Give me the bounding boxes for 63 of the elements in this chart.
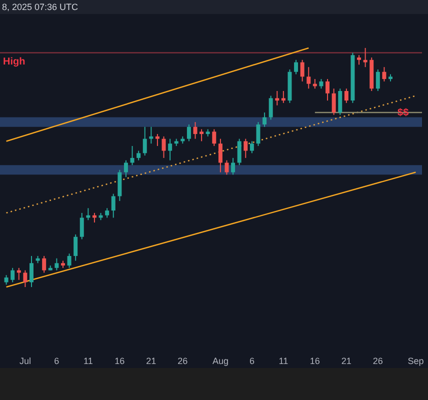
candlestick	[250, 140, 254, 154]
candlestick	[231, 157, 236, 176]
candlestick	[168, 138, 172, 161]
candlestick	[306, 66, 311, 90]
candlestick	[344, 88, 348, 104]
candlestick	[74, 234, 78, 262]
candlestick	[200, 128, 204, 142]
candlestick	[382, 66, 386, 82]
candlestick	[193, 122, 198, 140]
candlestick	[80, 212, 84, 240]
candlestick	[23, 270, 28, 288]
candlestick	[338, 88, 342, 116]
candlestick	[363, 47, 368, 68]
candlestick	[105, 208, 110, 218]
candlestick	[149, 126, 154, 144]
candlestick	[4, 274, 8, 286]
candlestick	[237, 138, 242, 166]
candlestick	[294, 59, 298, 75]
x-tick-label: 6	[54, 356, 60, 366]
x-tick-label: Sep	[408, 356, 424, 366]
candlestick	[186, 124, 191, 142]
x-tick-label: 21	[341, 356, 352, 366]
candlestick	[256, 122, 260, 146]
x-tick-label: 16	[310, 356, 320, 366]
candlestick	[118, 169, 122, 202]
candlestick	[244, 138, 248, 158]
candlestick	[326, 78, 330, 102]
candlestick	[224, 160, 229, 176]
candlestick	[29, 255, 34, 288]
x-tick-label: 11	[278, 356, 288, 366]
x-tick-label: Aug	[212, 356, 228, 366]
candlestick	[262, 112, 267, 128]
x-tick-label: 6	[249, 356, 254, 366]
candlestick	[42, 255, 46, 274]
candlestick	[268, 95, 273, 120]
x-tick-label: Jul	[19, 356, 31, 366]
candlestick	[319, 78, 324, 90]
candlestick	[67, 253, 72, 268]
x-tick-label: 21	[146, 356, 156, 366]
candlestick	[275, 90, 280, 106]
candlestick	[300, 59, 304, 82]
x-tick-label: 16	[114, 356, 125, 366]
candlestick	[155, 134, 160, 146]
candlestick	[281, 90, 286, 104]
candlestick	[332, 88, 336, 116]
candlestick	[130, 145, 134, 166]
annotation: $$	[398, 108, 410, 119]
x-tick-label: 26	[178, 356, 188, 366]
candlestick	[212, 128, 216, 146]
ref-line-label: High	[3, 56, 26, 68]
x-tick-label: 11	[84, 356, 93, 366]
candlestick	[111, 193, 116, 218]
candlestick	[218, 138, 222, 173]
candlestick	[376, 68, 380, 92]
candlestick	[136, 150, 141, 161]
candlestick	[357, 54, 362, 66]
candlestick	[124, 160, 128, 178]
candlestick	[142, 126, 147, 156]
candlestick	[54, 258, 59, 271]
text: 8, 2025 07:36 UTC	[0, 0, 428, 14]
x-tick-label: 26	[372, 356, 383, 366]
candlestick	[10, 267, 15, 283]
candlestick	[162, 136, 166, 158]
